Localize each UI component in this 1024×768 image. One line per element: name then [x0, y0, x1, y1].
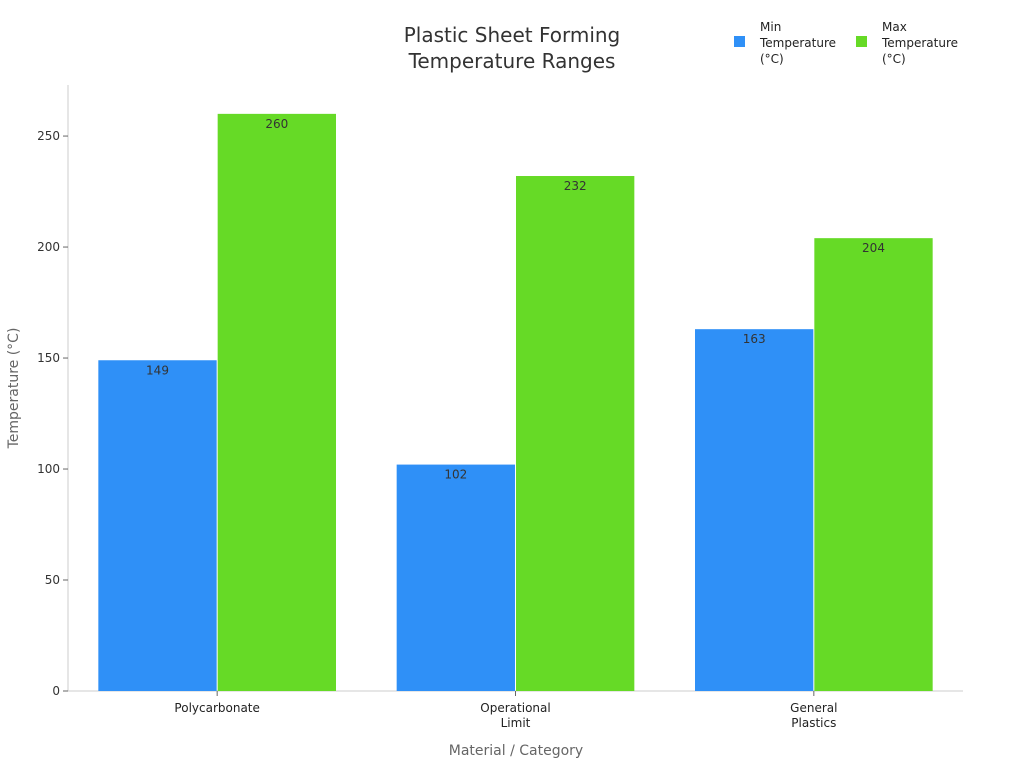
bar: [516, 176, 635, 691]
y-tick-label: 0: [52, 684, 60, 698]
y-tick-label: 150: [37, 351, 60, 365]
data-label: 204: [862, 241, 885, 255]
x-tick-label: General: [790, 701, 837, 715]
y-tick-label: 100: [37, 462, 60, 476]
bar: [217, 113, 336, 692]
bar: [695, 329, 814, 691]
x-tick-label: Polycarbonate: [174, 701, 259, 715]
bar: [98, 360, 217, 691]
legend-label: (°C): [882, 52, 906, 66]
x-tick-label: Limit: [501, 716, 531, 730]
data-label: 163: [743, 332, 766, 346]
chart-title: Temperature Ranges: [408, 49, 616, 73]
bar: [396, 464, 515, 691]
legend-swatch: [734, 36, 745, 47]
data-label: 149: [146, 363, 169, 377]
y-tick-label: 250: [37, 129, 60, 143]
x-tick-label: Operational: [480, 701, 550, 715]
y-axis-label: Temperature (°C): [6, 328, 22, 450]
legend-label: Min: [760, 20, 781, 34]
chart-title: Plastic Sheet Forming: [404, 23, 621, 47]
legend-label: (°C): [760, 52, 784, 66]
bar: [814, 238, 933, 691]
legend-swatch: [856, 36, 867, 47]
x-tick-label: Plastics: [791, 716, 836, 730]
legend-label: Temperature: [759, 36, 836, 50]
y-tick-label: 50: [45, 573, 60, 587]
legend-label: Temperature: [881, 36, 958, 50]
x-axis-label: Material / Category: [449, 743, 583, 759]
y-tick-label: 200: [37, 240, 60, 254]
data-label: 260: [265, 117, 288, 131]
legend-label: Max: [882, 20, 907, 34]
data-label: 102: [444, 468, 467, 482]
data-label: 232: [564, 179, 587, 193]
